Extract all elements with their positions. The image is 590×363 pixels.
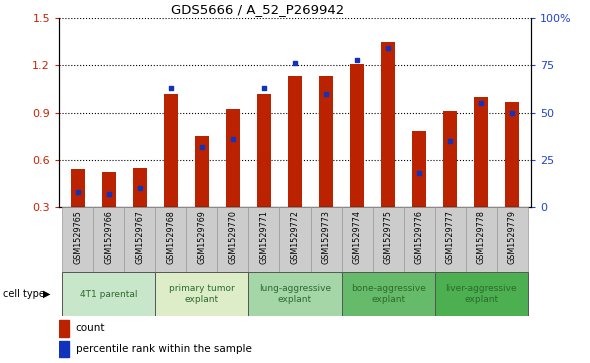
Bar <box>124 207 155 272</box>
Bar <box>350 64 364 254</box>
Text: bone-aggressive
explant: bone-aggressive explant <box>350 284 425 304</box>
Text: cell type: cell type <box>3 289 45 299</box>
Text: GSM1529770: GSM1529770 <box>228 210 237 264</box>
Bar <box>257 94 271 254</box>
Point <box>228 136 238 142</box>
Bar <box>381 42 395 254</box>
Text: 4T1 parental: 4T1 parental <box>80 290 137 298</box>
Bar <box>319 76 333 254</box>
Text: GSM1529777: GSM1529777 <box>446 210 455 264</box>
Bar <box>497 207 528 272</box>
Bar <box>412 131 426 254</box>
Text: ▶: ▶ <box>42 289 50 299</box>
Text: GSM1529779: GSM1529779 <box>508 210 517 264</box>
Bar <box>280 207 310 272</box>
Bar <box>310 207 342 272</box>
Point <box>166 85 175 91</box>
Bar <box>195 136 209 254</box>
Text: GSM1529773: GSM1529773 <box>322 210 330 264</box>
Bar <box>62 272 155 316</box>
Text: GSM1529765: GSM1529765 <box>73 210 82 264</box>
Point <box>322 91 331 97</box>
Bar <box>435 207 466 272</box>
Bar <box>404 207 435 272</box>
Point <box>507 110 517 115</box>
Text: GSM1529767: GSM1529767 <box>135 210 144 264</box>
Point <box>290 61 300 66</box>
Text: GSM1529775: GSM1529775 <box>384 210 393 264</box>
Bar <box>164 94 178 254</box>
Bar <box>373 207 404 272</box>
Point <box>104 191 113 197</box>
Bar <box>101 172 116 254</box>
Bar <box>59 340 70 357</box>
Text: GSM1529772: GSM1529772 <box>290 210 300 264</box>
Text: liver-aggressive
explant: liver-aggressive explant <box>445 284 517 304</box>
Bar <box>217 207 248 272</box>
Text: GSM1529778: GSM1529778 <box>477 210 486 264</box>
Bar <box>342 272 435 316</box>
Text: GSM1529769: GSM1529769 <box>197 210 206 264</box>
Bar <box>474 97 489 254</box>
Bar <box>506 102 519 254</box>
Bar <box>288 76 302 254</box>
Text: GSM1529768: GSM1529768 <box>166 210 175 264</box>
Bar <box>186 207 217 272</box>
Text: primary tumor
explant: primary tumor explant <box>169 284 235 304</box>
Text: GSM1529776: GSM1529776 <box>415 210 424 264</box>
Bar <box>62 207 93 272</box>
Point <box>445 138 455 144</box>
Bar <box>71 169 84 254</box>
Bar <box>248 207 280 272</box>
Bar <box>466 207 497 272</box>
Point <box>73 189 83 195</box>
Text: lung-aggressive
explant: lung-aggressive explant <box>259 284 331 304</box>
Bar <box>155 272 248 316</box>
Bar <box>133 168 147 254</box>
Point <box>352 57 362 62</box>
Bar <box>59 320 70 337</box>
Point <box>259 85 268 91</box>
Point <box>135 185 145 191</box>
Bar <box>155 207 186 272</box>
Bar <box>342 207 373 272</box>
Text: GSM1529771: GSM1529771 <box>260 210 268 264</box>
Bar <box>93 207 124 272</box>
Text: GSM1529766: GSM1529766 <box>104 210 113 264</box>
Text: GSM1529774: GSM1529774 <box>353 210 362 264</box>
Bar <box>443 111 457 254</box>
Title: GDS5666 / A_52_P269942: GDS5666 / A_52_P269942 <box>171 3 344 16</box>
Bar <box>248 272 342 316</box>
Point <box>415 170 424 176</box>
Text: count: count <box>76 323 105 334</box>
Point <box>384 45 393 51</box>
Bar <box>226 109 240 254</box>
Point <box>477 100 486 106</box>
Bar <box>435 272 528 316</box>
Point <box>197 144 206 150</box>
Text: percentile rank within the sample: percentile rank within the sample <box>76 344 251 354</box>
